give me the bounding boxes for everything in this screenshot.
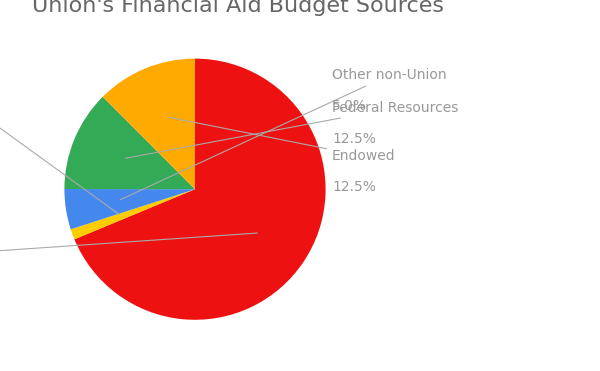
Wedge shape — [71, 189, 195, 239]
Text: Union's Financial Aid Budget Sources: Union's Financial Aid Budget Sources — [32, 0, 444, 16]
Wedge shape — [64, 189, 195, 229]
Wedge shape — [103, 59, 195, 189]
Text: 12.5%: 12.5% — [332, 132, 376, 146]
Text: New York State Aid: New York State Aid — [0, 68, 119, 214]
Text: Endowed: Endowed — [168, 117, 396, 163]
Text: Federal Resources: Federal Resources — [125, 101, 458, 158]
Text: Other Union: Other Union — [0, 233, 257, 261]
Text: Other non-Union: Other non-Union — [120, 68, 447, 200]
Wedge shape — [64, 97, 195, 189]
Text: 5.0%: 5.0% — [332, 99, 367, 113]
Text: 12.5%: 12.5% — [332, 180, 376, 194]
Wedge shape — [74, 59, 326, 320]
